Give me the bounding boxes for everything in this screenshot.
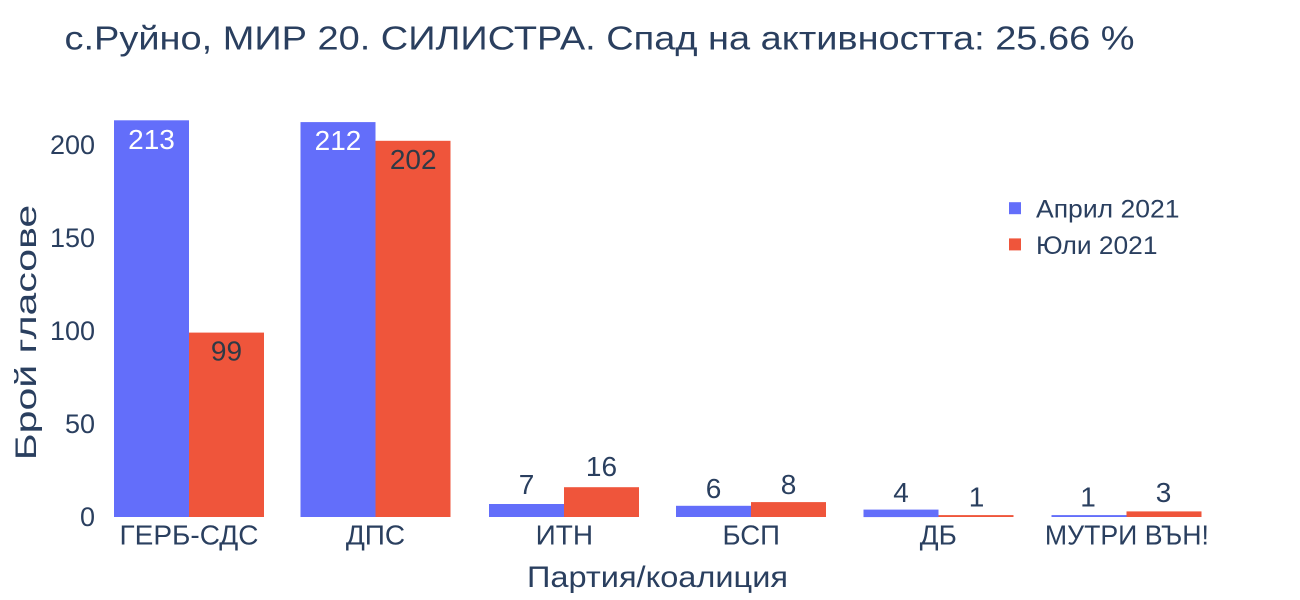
svg-text:213: 213 (128, 124, 175, 155)
svg-text:1: 1 (1080, 482, 1096, 513)
svg-text:6: 6 (706, 473, 722, 504)
svg-text:ГЕРБ-СДС: ГЕРБ-СДС (119, 519, 258, 550)
svg-text:0: 0 (80, 502, 95, 532)
svg-text:с.Руйно, МИР 20. СИЛИСТРА. Спа: с.Руйно, МИР 20. СИЛИСТРА. Спад на актив… (65, 20, 1135, 57)
svg-text:202: 202 (390, 144, 437, 175)
svg-text:3: 3 (1156, 477, 1172, 508)
svg-text:150: 150 (50, 223, 95, 253)
svg-text:ДПС: ДПС (346, 519, 405, 550)
svg-text:Брой гласове: Брой гласове (10, 205, 43, 461)
svg-text:ДБ: ДБ (920, 519, 957, 550)
svg-text:8: 8 (781, 469, 797, 500)
svg-text:Партия/коалиция: Партия/коалиция (527, 561, 788, 594)
svg-text:МУТРИ ВЪН!: МУТРИ ВЪН! (1045, 519, 1209, 550)
svg-text:212: 212 (315, 125, 362, 156)
svg-text:7: 7 (519, 469, 535, 500)
svg-text:16: 16 (586, 451, 617, 482)
svg-text:50: 50 (65, 409, 95, 439)
svg-text:100: 100 (50, 316, 95, 346)
svg-text:Април 2021: Април 2021 (1036, 196, 1180, 224)
svg-text:БСП: БСП (722, 519, 780, 550)
svg-text:Юли 2021: Юли 2021 (1036, 232, 1158, 260)
svg-text:ИТН: ИТН (536, 519, 593, 550)
svg-text:1: 1 (969, 481, 985, 512)
svg-text:99: 99 (211, 336, 242, 367)
svg-text:4: 4 (893, 477, 909, 508)
svg-text:200: 200 (50, 130, 95, 160)
